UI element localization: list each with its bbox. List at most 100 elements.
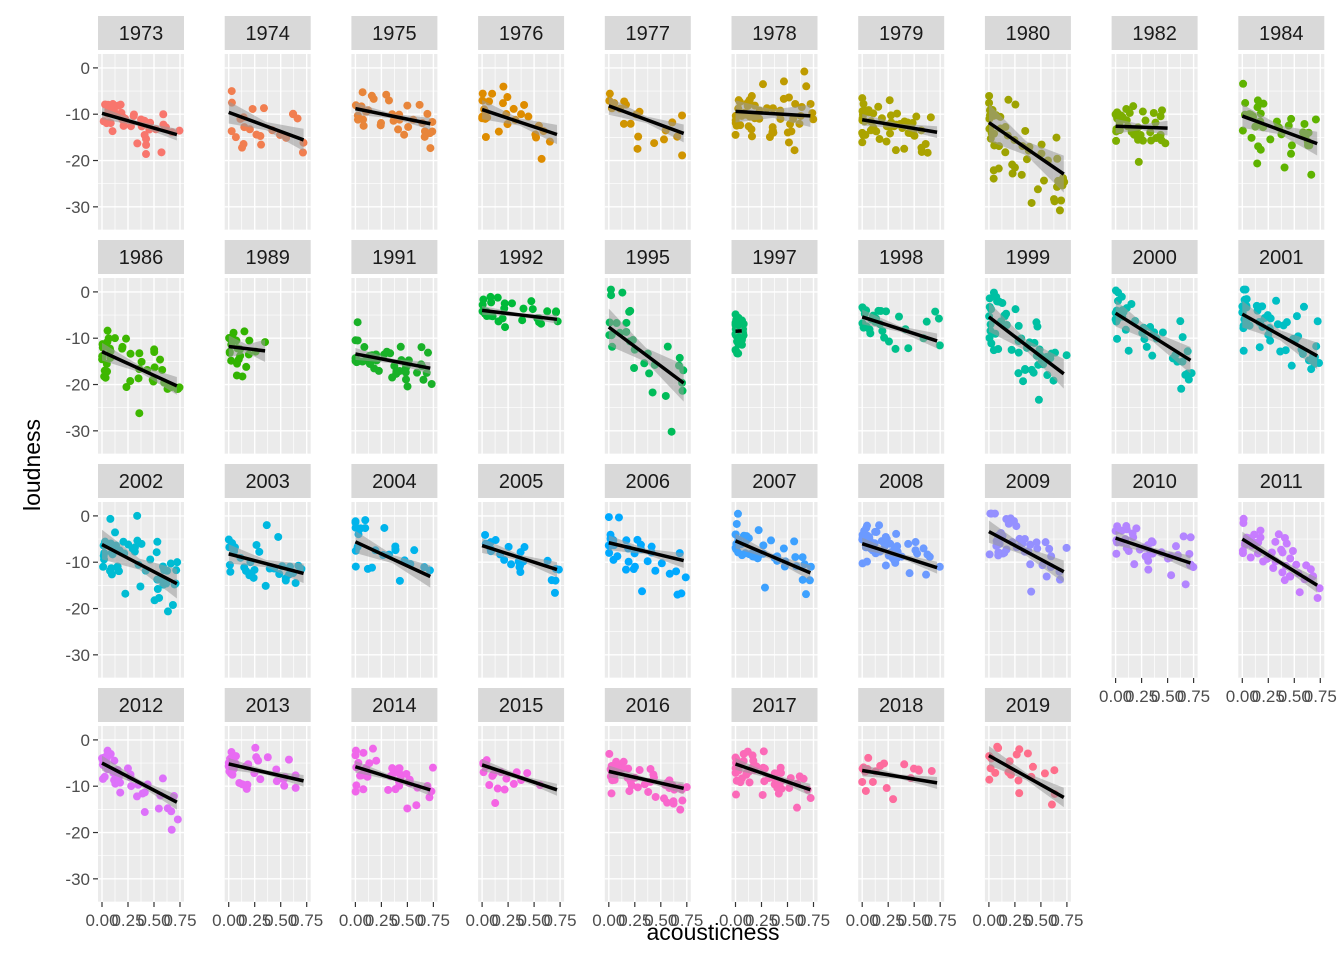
scatter-point [289,110,297,118]
scatter-point [488,90,496,98]
scatter-point [508,299,516,307]
scatter-point [1239,80,1247,88]
scatter-point [1287,150,1295,158]
scatter-point [652,793,660,801]
scatter-point [923,318,931,326]
scatter-point [369,745,377,753]
scatter-point [985,776,993,784]
scatter-point [650,139,658,147]
scatter-point [1286,554,1294,562]
scatter-point [501,786,509,794]
scatter-point [1011,101,1019,109]
scatter-point [274,533,282,541]
scatter-point [1289,547,1297,555]
scatter-point [403,804,411,812]
scatter-point [778,785,786,793]
scatter-point [1112,287,1120,295]
scatter-point [354,318,362,326]
scatter-point [1014,369,1022,377]
scatter-point [664,343,672,351]
scatter-point [634,145,642,153]
x-tick-label: 0.75 [1050,911,1083,930]
scatter-point [990,166,998,174]
scatter-point [485,781,493,789]
scatter-point [249,105,257,113]
facet-panel-2008: 2008 [858,464,944,678]
scatter-point [551,589,559,597]
facet-panel-2003: 2003 [225,464,311,678]
scatter-point [121,590,129,598]
y-tick-label: 0 [81,731,90,750]
scatter-point [660,135,668,143]
scatter-point [254,757,262,765]
scatter-point [761,584,769,592]
scatter-point [548,576,556,584]
y-axis-title: loudness [19,419,45,511]
scatter-point [649,388,657,396]
scatter-point [151,596,159,604]
scatter-point [404,382,412,390]
scatter-point [1314,317,1322,325]
scatter-point [734,318,742,326]
scatter-point [644,788,652,796]
scatter-point [760,747,768,755]
scatter-point [605,750,613,758]
facet-strip-label: 1995 [626,247,671,269]
scatter-point [1239,549,1247,557]
scatter-point [1021,535,1029,543]
facet-panel-1979: 1979 [858,16,944,230]
scatter-point [1259,100,1267,108]
scatter-point [105,751,113,759]
scatter-point [491,799,499,807]
scatter-point [155,805,163,813]
scatter-point [154,585,162,593]
scatter-point [135,349,143,357]
scatter-point [257,141,265,149]
scatter-point [1142,552,1150,560]
scatter-point [424,349,432,357]
scatter-point [141,808,149,816]
scatter-point [102,374,110,382]
scatter-point [1125,347,1133,355]
scatter-point [1042,538,1050,546]
scatter-point [1130,560,1138,568]
scatter-point [1300,120,1308,128]
scatter-point [791,553,799,561]
scatter-point [416,101,424,109]
scatter-point [869,778,877,786]
facet-strip-label: 2011 [1260,471,1303,493]
scatter-point [666,570,674,578]
scatter-point [499,99,507,107]
scatter-point [396,577,404,585]
scatter-point [359,785,367,793]
scatter-point [1063,544,1071,552]
scatter-point [519,305,527,313]
scatter-point [787,127,795,135]
facet-strip-label: 2004 [372,471,417,493]
scatter-point [931,308,939,316]
scatter-point [785,138,793,146]
y-tick-label: -10 [65,777,90,796]
facet-strip-label: 1986 [119,247,164,269]
facet-strip-label: 2012 [119,695,164,717]
facet-strip-label: 2018 [879,695,924,717]
y-tick-label: 0 [81,283,90,302]
facet-panel-1992: 1992 [478,240,564,454]
scatter-point [233,371,241,379]
scatter-point [1148,352,1156,360]
facet-panel-1984: 1984 [1238,16,1324,230]
scatter-point [994,345,1002,353]
scatter-point [1129,530,1137,538]
scatter-point [1241,296,1249,304]
facet-strip-label: 2015 [499,695,544,717]
scatter-point [1056,206,1064,214]
scatter-point [1144,566,1152,574]
scatter-point [494,294,502,302]
scatter-point [1312,115,1320,123]
scatter-point [1180,532,1188,540]
scatter-point [232,752,240,760]
